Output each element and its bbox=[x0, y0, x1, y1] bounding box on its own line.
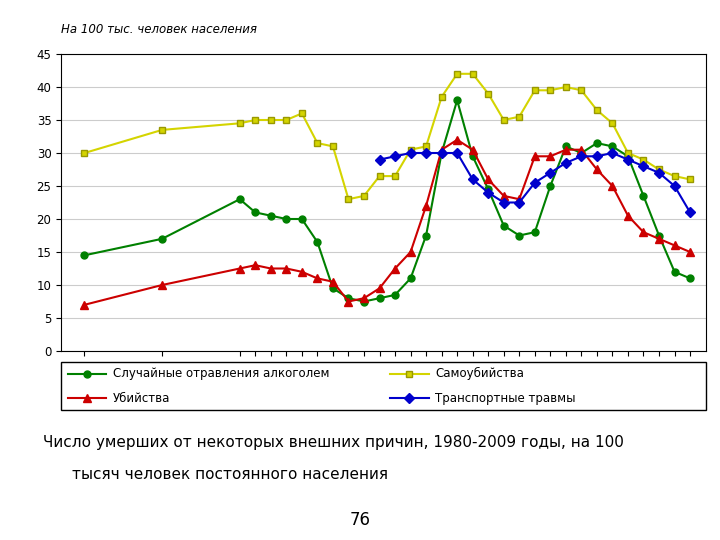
Text: Число умерших от некоторых внешних причин, 1980-2009 годы, на 100: Число умерших от некоторых внешних причи… bbox=[43, 435, 624, 450]
Text: Самоубийства: Самоубийства bbox=[435, 367, 524, 381]
Text: Случайные отравления алкоголем: Случайные отравления алкоголем bbox=[113, 367, 329, 381]
Text: тысяч человек постоянного населения: тысяч человек постоянного населения bbox=[72, 467, 388, 482]
Text: 76: 76 bbox=[349, 511, 371, 529]
Text: Транспортные травмы: Транспортные травмы bbox=[435, 392, 575, 405]
Text: На 100 тыс. человек населения: На 100 тыс. человек населения bbox=[61, 23, 257, 36]
Text: Убийства: Убийства bbox=[113, 392, 170, 405]
